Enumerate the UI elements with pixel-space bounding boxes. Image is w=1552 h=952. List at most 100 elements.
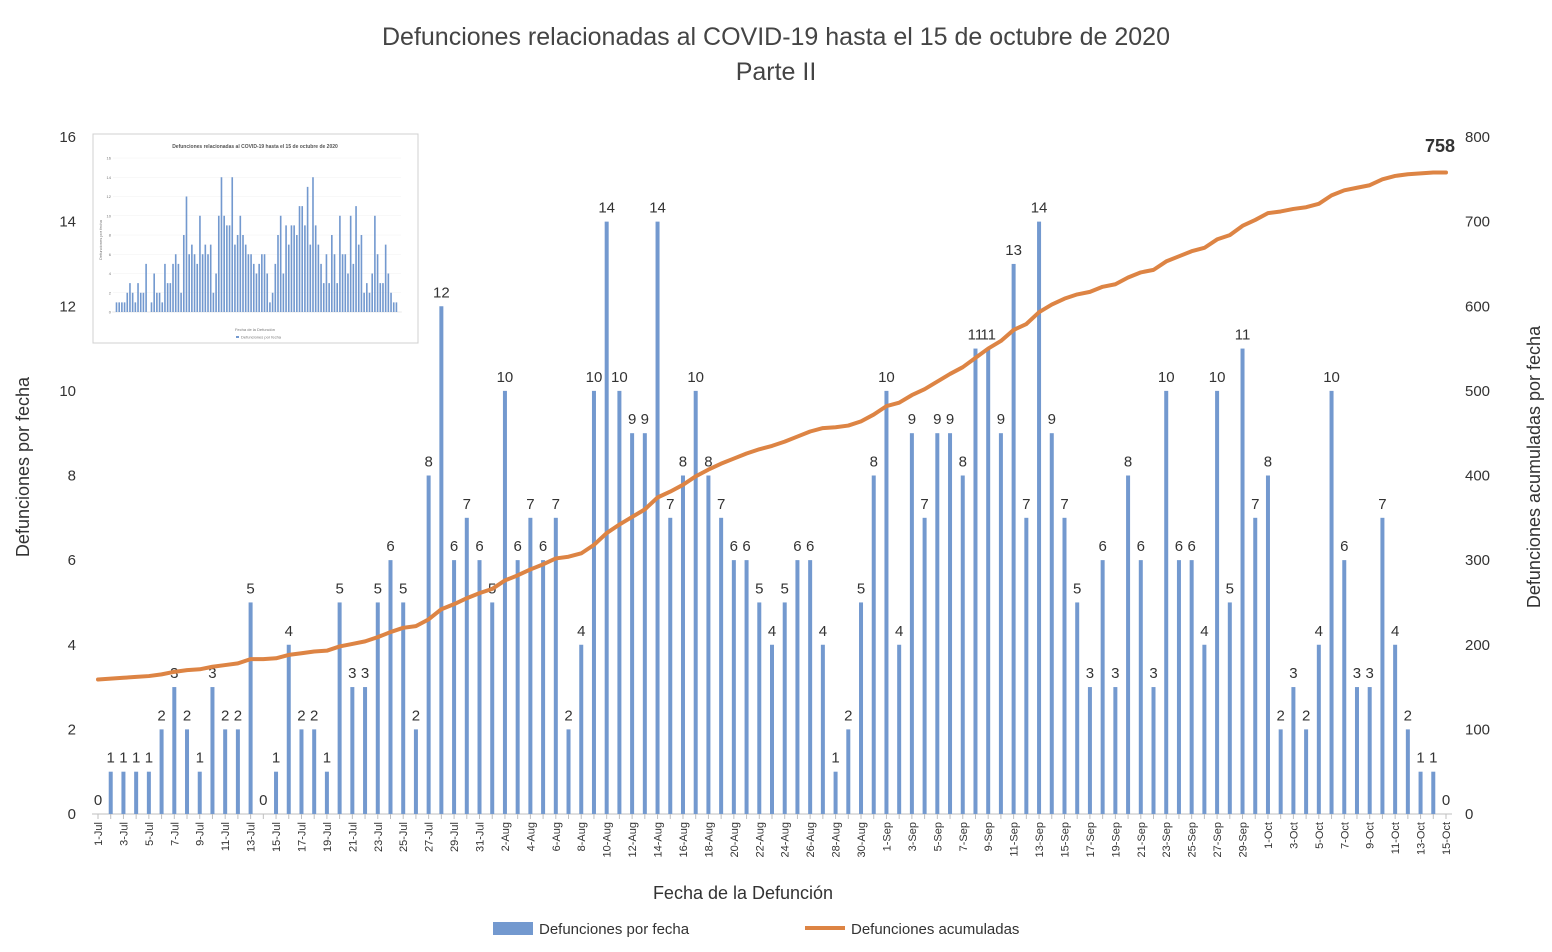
thumbnail-bar [293, 225, 295, 312]
thumbnail-bar [355, 206, 357, 312]
bar [1278, 729, 1283, 814]
thumbnail-bar [301, 206, 304, 312]
bar [820, 644, 825, 814]
bar-value-label: 9 [908, 411, 916, 428]
x-tick-label: 25-Sep [1187, 822, 1199, 857]
thumbnail-bar [296, 235, 298, 312]
thumbnail-bar [314, 225, 317, 312]
bar-value-label: 8 [424, 454, 432, 471]
bar [833, 771, 838, 814]
bar-value-label: 6 [742, 538, 750, 555]
bar [630, 433, 635, 814]
thumbnail-y-tick: 4 [109, 271, 112, 276]
bar-value-label: 3 [1149, 665, 1157, 682]
bar [248, 602, 253, 814]
bar-value-label: 0 [1442, 792, 1450, 809]
bar [553, 517, 558, 814]
bar-value-label: 10 [1158, 369, 1175, 386]
legend-label-line: Defunciones acumuladas [851, 921, 1019, 938]
thumbnail-legend-swatch [236, 336, 239, 338]
thumbnail-y-tick: 10 [107, 213, 112, 218]
thumbnail-bar [228, 225, 231, 312]
x-tick-label: 12-Aug [627, 822, 639, 857]
bar [871, 475, 876, 814]
bar [973, 348, 978, 814]
y-tick-label: 2 [68, 721, 76, 738]
bar [1342, 560, 1347, 814]
bar-value-label: 3 [1366, 665, 1374, 682]
bar-value-label: 7 [920, 496, 928, 513]
bar-value-label: 2 [234, 707, 242, 724]
thumbnail-bar [134, 302, 137, 312]
x-tick-label: 27-Jul [424, 822, 436, 852]
bar [1265, 475, 1270, 814]
y-tick-label: 12 [59, 298, 76, 315]
y2-tick-label: 0 [1465, 806, 1473, 823]
bar [223, 729, 228, 814]
y2-tick-label: 400 [1465, 468, 1490, 485]
y-tick-label: 8 [68, 468, 76, 485]
thumbnail-xlabel: Fecha de la Defunción [235, 327, 275, 332]
x-tick-label: 13-Sep [1034, 822, 1046, 857]
bar [1024, 517, 1029, 814]
thumbnail-bar [379, 283, 382, 312]
bar-value-label: 8 [870, 454, 878, 471]
thumbnail-bar [185, 196, 188, 312]
bar-value-label: 9 [1048, 411, 1056, 428]
x-tick-label: 20-Aug [729, 822, 741, 857]
thumbnail-bar [139, 292, 142, 312]
bar [1418, 771, 1423, 814]
bar-value-label: 4 [819, 623, 827, 640]
bar-value-label: 11 [980, 327, 996, 344]
bar [464, 517, 469, 814]
bar-value-label: 8 [1124, 454, 1132, 471]
bar [706, 475, 711, 814]
bar [502, 390, 507, 814]
thumbnail-bar [226, 225, 228, 312]
y-tick-label: 16 [59, 129, 76, 146]
bar-value-label: 2 [412, 707, 420, 724]
bar-value-label: 10 [1323, 369, 1340, 386]
bar-value-label: 7 [1251, 496, 1259, 513]
x-tick-label: 18-Aug [703, 822, 715, 857]
bar-value-label: 14 [649, 200, 666, 217]
x-tick-label: 11-Sep [1009, 822, 1021, 857]
bar-value-label: 3 [1353, 665, 1361, 682]
bar [324, 771, 329, 814]
x-tick-label: 6-Aug [551, 822, 563, 851]
bar [1393, 644, 1398, 814]
bar [210, 687, 215, 814]
thumbnail-bar [382, 283, 384, 312]
thumbnail-bar [142, 292, 145, 312]
thumbnail-bar [347, 273, 349, 312]
bar-value-label: 9 [946, 411, 954, 428]
thumbnail-bar [392, 302, 395, 312]
bar [757, 602, 762, 814]
bar [452, 560, 457, 814]
x-tick-label: 14-Aug [653, 822, 665, 857]
x-tick-label: 30-Aug [856, 822, 868, 857]
thumbnail-bar [274, 263, 277, 312]
bar-value-label: 2 [564, 707, 572, 724]
bar-value-label: 3 [361, 665, 369, 682]
x-tick-label: 5-Oct [1314, 822, 1326, 849]
thumbnail-bar [215, 273, 217, 312]
thumbnail-bar [123, 302, 126, 312]
bar [134, 771, 139, 814]
bar-value-label: 6 [386, 538, 394, 555]
chart-title: Defunciones relacionadas al COVID-19 has… [382, 23, 1170, 51]
thumbnail-y-tick: 6 [109, 252, 112, 257]
bar [401, 602, 406, 814]
thumbnail-bar [153, 273, 155, 312]
bar [922, 517, 927, 814]
bar-value-label: 2 [157, 707, 165, 724]
thumbnail-chart: Defunciones relacionadas al COVID-19 has… [92, 133, 419, 344]
x-tick-label: 9-Oct [1365, 822, 1377, 849]
bar [235, 729, 240, 814]
y-axis-ticks: 0 2 4 6 8 10 12 14 16 [59, 129, 76, 823]
bar [1075, 602, 1080, 814]
bar [693, 390, 698, 814]
bar-series [108, 221, 1436, 814]
